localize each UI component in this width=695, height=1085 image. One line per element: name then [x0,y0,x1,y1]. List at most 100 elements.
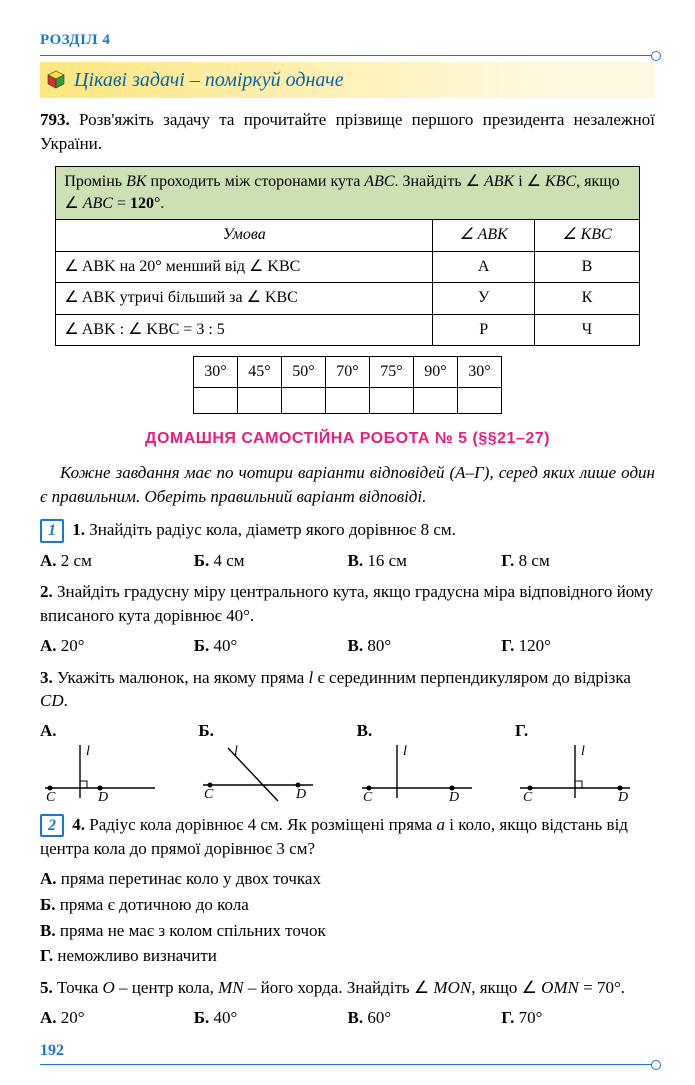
problem-793: 793. Розв'яжіть задачу та прочитайте прі… [40,108,655,156]
page-number: 192 [40,1040,655,1062]
diagram-b: Б. l C D [198,719,338,803]
svg-text:D: D [617,790,628,803]
svg-text:C: C [363,790,373,803]
choice-label: А. [40,551,57,570]
table-prompt: Промінь BK проходить між сторонами кута … [56,166,639,220]
q-text: Укажіть малюнок, на якому пряма l є сере… [40,668,631,711]
svg-text:D: D [295,787,306,802]
footer-rule [40,1064,655,1065]
svg-text:C: C [204,787,214,802]
diagram-c: В. l C D [357,719,497,803]
choice-val: 70° [519,1008,543,1027]
choice-label: В. [40,921,56,940]
problem-text: Розв'яжіть задачу та прочитайте прізвище… [40,110,655,153]
choice-val: 2 см [61,551,92,570]
choice-label: А. [40,721,57,740]
choice-label: В. [348,551,364,570]
svg-text:l: l [403,744,407,759]
choice-val: пряма не має з колом спільних точок [60,921,326,940]
q-text: Точка O – центр кола, MN – його хорда. З… [57,978,625,997]
choice-label: Г. [501,1008,514,1027]
q4-choices: А. пряма перетинає коло у двох точках Б.… [40,867,655,968]
choice-val: 60° [367,1008,391,1027]
choice-label: В. [348,636,364,655]
q-text: Знайдіть радіус кола, діаметр якого дорі… [89,520,456,539]
choice-label: Г. [40,946,53,965]
choice-label: Г. [501,636,514,655]
choice-val: 4 см [214,551,245,570]
hdr-cond: Умова [56,220,433,251]
svg-text:C: C [46,790,56,803]
table-cell: Ч [535,314,639,345]
ans-cell: 30° [458,356,502,387]
level-badge-1: 1 [40,519,64,542]
q3-diagrams: А. l C D Б. l C D В. l C D [40,719,655,803]
table-row: ∠ ABK : ∠ KBC = 3 : 5 [56,314,433,345]
q-num: 5. [40,978,53,997]
choice-label: Г. [515,721,528,740]
svg-text:l: l [86,744,90,759]
choice-val: 8 см [519,551,550,570]
q3: 3. Укажіть малюнок, на якому пряма l є с… [40,666,655,714]
hw-intro: Кожне завдання має по чотири варіанти ві… [40,461,655,509]
q-num: 4. [72,815,85,834]
q1-choices: А. 2 см Б. 4 см В. 16 см Г. 8 см [40,549,655,573]
table-row: ∠ ABK утричі більший за ∠ KBC [56,283,433,314]
banner-text: Цікаві задачі – поміркуй одначе [74,66,344,94]
hw-title: ДОМАШНЯ САМОСТІЙНА РОБОТА № 5 (§§21–27) [40,428,655,450]
choice-label: Б. [194,636,210,655]
choice-val: 80° [367,636,391,655]
hdr-abk: ∠ ABK [433,220,535,251]
choice-label: Б. [40,895,56,914]
q-text: Радіус кола дорівнює 4 см. Як розміщені … [40,815,628,858]
choice-val: пряма перетинає коло у двох точках [61,869,321,888]
q-num: 1. [72,520,85,539]
choice-label: Б. [194,1008,210,1027]
ans-cell: 45° [238,356,282,387]
cube-icon [46,70,66,90]
choice-val: 120° [519,636,551,655]
diagram-a: А. l C D [40,719,180,803]
ans-blank [194,388,238,414]
level-badge-2: 2 [40,814,64,837]
choice-label: Б. [198,721,214,740]
table-cell: Р [433,314,535,345]
choice-label: А. [40,636,57,655]
table-cell: В [535,251,639,282]
q1: 1 1. Знайдіть радіус кола, діаметр якого… [40,518,655,542]
ans-cell: 50° [282,356,326,387]
q-num: 2. [40,582,53,601]
table-row: ∠ ABK на 20° менший від ∠ KBC [56,251,433,282]
table-cell: У [433,283,535,314]
q2: 2. Знайдіть градусну міру центрального к… [40,580,655,628]
diagram-d: Г. l C D [515,719,655,803]
table-cell: К [535,283,639,314]
ans-cell: 75° [370,356,414,387]
q4: 2 4. Радіус кола дорівнює 4 см. Як розмі… [40,813,655,861]
choice-label: Г. [501,551,514,570]
table-cell: А [433,251,535,282]
problem-num: 793. [40,110,70,129]
choice-label: А. [40,1008,57,1027]
q5-choices: А. 20° Б. 40° В. 60° Г. 70° [40,1006,655,1030]
section-label: РОЗДІЛ 4 [40,30,655,51]
ans-cell: 30° [194,356,238,387]
choice-val: неможливо визначити [57,946,216,965]
svg-text:l: l [234,744,238,759]
hdr-kbc: ∠ KBC [535,220,639,251]
svg-text:l: l [581,744,585,759]
banner: Цікаві задачі – поміркуй одначе [40,62,655,98]
svg-text:C: C [523,790,533,803]
choice-val: 20° [61,636,85,655]
choice-label: Б. [194,551,210,570]
ans-cell: 70° [326,356,370,387]
header-rule [40,55,655,56]
ans-cell: 90° [414,356,458,387]
choice-label: В. [348,1008,364,1027]
q5: 5. Точка O – центр кола, MN – його хорда… [40,976,655,1000]
choice-val: 40° [214,1008,238,1027]
choice-label: А. [40,869,57,888]
main-table: Промінь BK проходить між сторонами кута … [55,166,639,346]
q-text: Знайдіть градусну міру центрального кута… [40,582,653,625]
svg-text:D: D [448,790,459,803]
